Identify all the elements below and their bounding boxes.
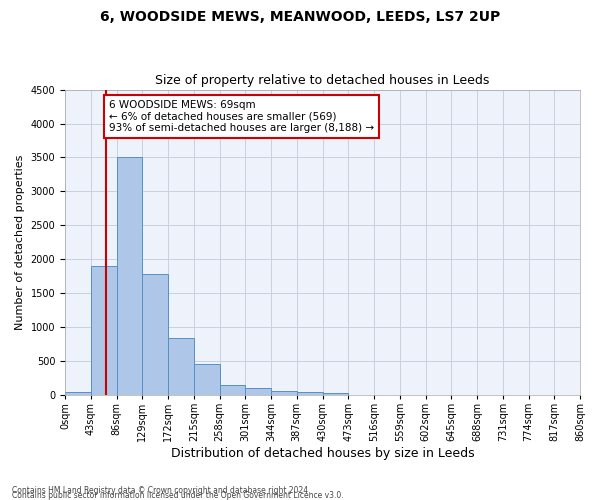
Bar bbox=[245, 388, 271, 395]
Bar bbox=[194, 364, 220, 395]
Bar bbox=[65, 392, 91, 395]
Bar bbox=[142, 274, 168, 395]
X-axis label: Distribution of detached houses by size in Leeds: Distribution of detached houses by size … bbox=[171, 447, 475, 460]
Bar bbox=[116, 158, 142, 395]
Bar bbox=[323, 392, 348, 395]
Bar bbox=[220, 384, 245, 395]
Bar bbox=[168, 338, 194, 395]
Title: Size of property relative to detached houses in Leeds: Size of property relative to detached ho… bbox=[155, 74, 490, 87]
Bar bbox=[91, 266, 116, 395]
Bar bbox=[271, 390, 297, 395]
Text: 6 WOODSIDE MEWS: 69sqm
← 6% of detached houses are smaller (569)
93% of semi-det: 6 WOODSIDE MEWS: 69sqm ← 6% of detached … bbox=[109, 100, 374, 133]
Text: Contains HM Land Registry data © Crown copyright and database right 2024.: Contains HM Land Registry data © Crown c… bbox=[12, 486, 311, 495]
Text: Contains public sector information licensed under the Open Government Licence v3: Contains public sector information licen… bbox=[12, 491, 344, 500]
Bar bbox=[297, 392, 323, 395]
Text: 6, WOODSIDE MEWS, MEANWOOD, LEEDS, LS7 2UP: 6, WOODSIDE MEWS, MEANWOOD, LEEDS, LS7 2… bbox=[100, 10, 500, 24]
Y-axis label: Number of detached properties: Number of detached properties bbox=[15, 154, 25, 330]
